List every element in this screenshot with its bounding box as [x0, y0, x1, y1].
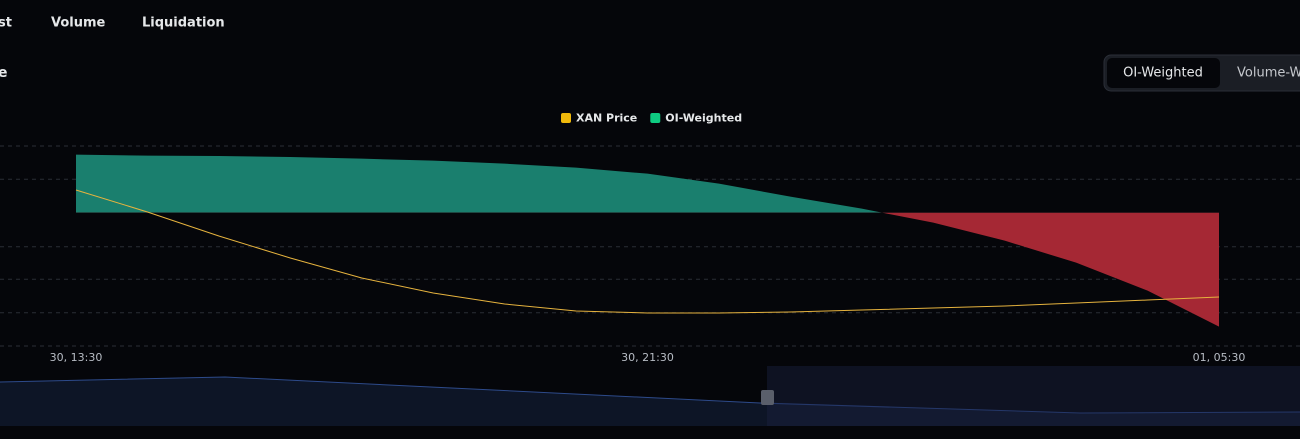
x-tick-label: 30, 21:30 [621, 351, 674, 364]
x-tick-label: 30, 13:30 [50, 351, 103, 364]
price-line [75, 189, 1220, 314]
navigator-handle[interactable] [761, 390, 774, 405]
toggle-option[interactable]: OI-Weighted [1123, 66, 1203, 81]
area-positive [76, 154, 883, 213]
tab[interactable]: st [0, 16, 12, 31]
x-tick-label: 01, 05:30 [1193, 351, 1246, 364]
toggle-option[interactable]: Volume-W [1237, 66, 1300, 81]
navigator [0, 366, 1300, 426]
legend: XAN Price OI-Weighted [561, 112, 742, 125]
tab[interactable]: Liquidation [142, 16, 225, 31]
area-negative [76, 212, 1219, 327]
navigator-line [0, 376, 1300, 414]
plot [75, 154, 1220, 327]
legend-swatch [561, 113, 571, 123]
legend-swatch [650, 113, 661, 123]
navigator-window[interactable] [767, 366, 1300, 426]
navigator-area [0, 377, 1300, 426]
legend-label: XAN Price [576, 112, 637, 125]
section-title: e [0, 65, 8, 81]
legend-label: OI-Weighted [665, 112, 742, 125]
toggle-active[interactable] [1107, 58, 1220, 88]
tab[interactable]: Volume [51, 16, 106, 31]
